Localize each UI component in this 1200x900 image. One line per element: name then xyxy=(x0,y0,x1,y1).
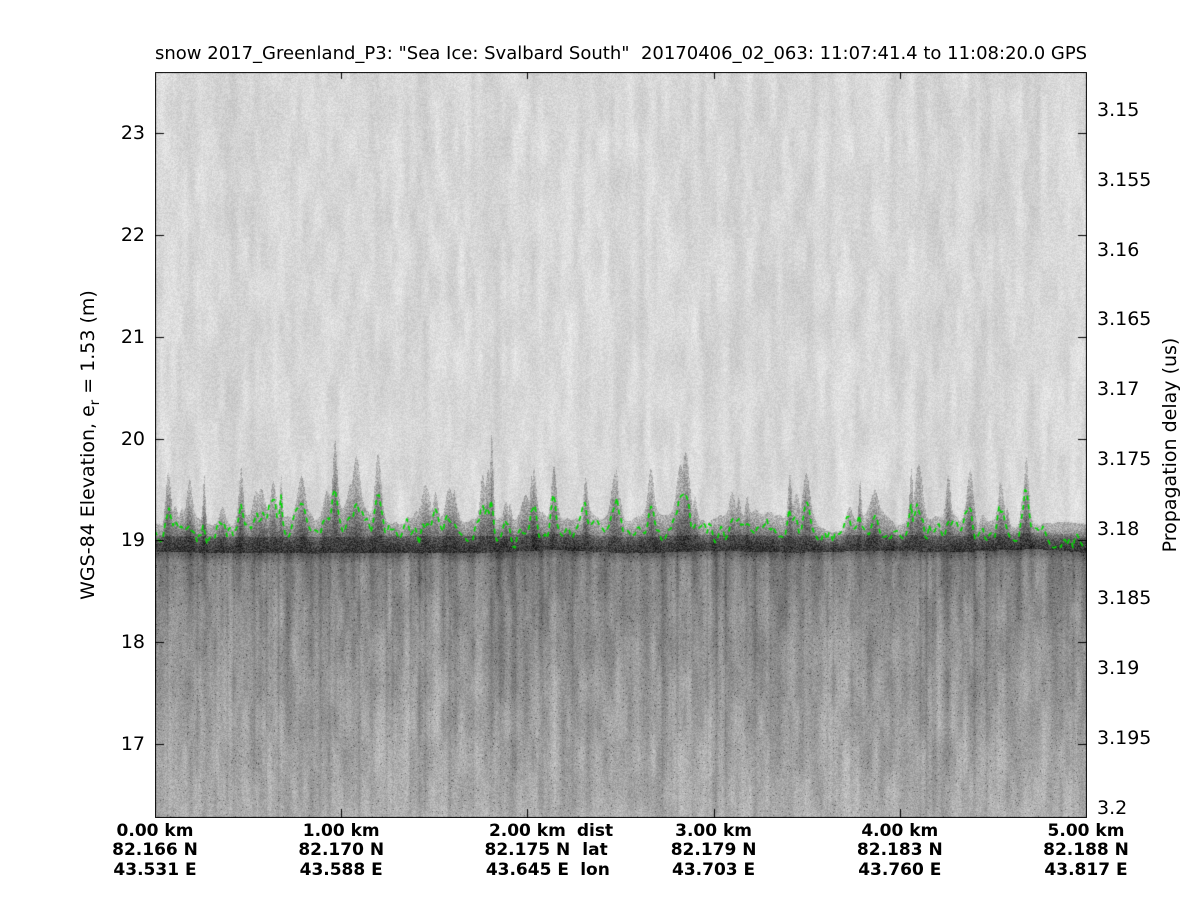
latitude-tick-label: 82.179 N xyxy=(670,840,757,860)
xaxis-row-header-lon: lon xyxy=(580,859,610,880)
delay-tick-label: 3.165 xyxy=(1097,308,1152,331)
delay-tick-label: 3.2 xyxy=(1097,796,1128,819)
distance-tick-label: 4.00 km xyxy=(861,820,939,841)
delay-tick-label: 3.18 xyxy=(1097,517,1140,540)
delay-tick-label: 3.15 xyxy=(1097,99,1140,122)
delay-tick-label: 3.185 xyxy=(1097,587,1152,610)
elevation-tick-label: 19 xyxy=(120,529,145,552)
elevation-tick-label: 17 xyxy=(120,733,145,756)
distance-tick-label: 0.00 km xyxy=(116,820,194,841)
elevation-tick-label: 22 xyxy=(120,223,145,246)
longitude-tick-label: 43.703 E xyxy=(672,859,756,880)
right-axis-label: Propagation delay (us) xyxy=(1159,337,1181,553)
delay-tick-label: 3.175 xyxy=(1097,447,1152,470)
longitude-tick-label: 43.588 E xyxy=(299,859,383,880)
latitude-tick-label: 82.166 N xyxy=(112,840,198,860)
delay-tick-label: 3.16 xyxy=(1097,238,1140,261)
elevation-tick-label: 23 xyxy=(120,122,145,145)
latitude-tick-label: 82.188 N xyxy=(1043,840,1129,860)
elevation-tick-label: 18 xyxy=(120,631,145,654)
delay-tick-label: 3.17 xyxy=(1097,378,1140,401)
elevation-tick-label: 20 xyxy=(120,427,145,450)
distance-tick-label: 1.00 km xyxy=(302,820,380,841)
delay-tick-label: 3.195 xyxy=(1097,727,1152,750)
delay-tick-label: 3.19 xyxy=(1097,657,1140,680)
xaxis-row-header-dist: dist xyxy=(576,820,614,841)
xaxis-row-header-lat: lat xyxy=(582,840,608,860)
longitude-tick-label: 43.760 E xyxy=(858,859,942,880)
plot-area xyxy=(155,72,1087,818)
distance-tick-label: 2.00 km xyxy=(488,820,566,841)
distance-tick-label: 5.00 km xyxy=(1047,820,1125,841)
distance-tick-label: 3.00 km xyxy=(675,820,753,841)
longitude-tick-label: 43.817 E xyxy=(1044,859,1128,880)
chart-title: snow 2017_Greenland_P3: "Sea Ice: Svalba… xyxy=(155,43,1088,64)
longitude-tick-label: 43.645 E xyxy=(485,859,569,880)
longitude-tick-label: 43.531 E xyxy=(113,859,197,880)
elevation-tick-label: 21 xyxy=(120,325,145,348)
latitude-tick-label: 82.170 N xyxy=(298,840,385,860)
delay-tick-label: 3.155 xyxy=(1097,168,1152,191)
left-axis-label-subscript: r xyxy=(88,399,103,406)
echogram-canvas xyxy=(155,72,1087,818)
latitude-tick-label: 82.175 N xyxy=(484,840,571,860)
latitude-tick-label: 82.183 N xyxy=(856,840,943,860)
